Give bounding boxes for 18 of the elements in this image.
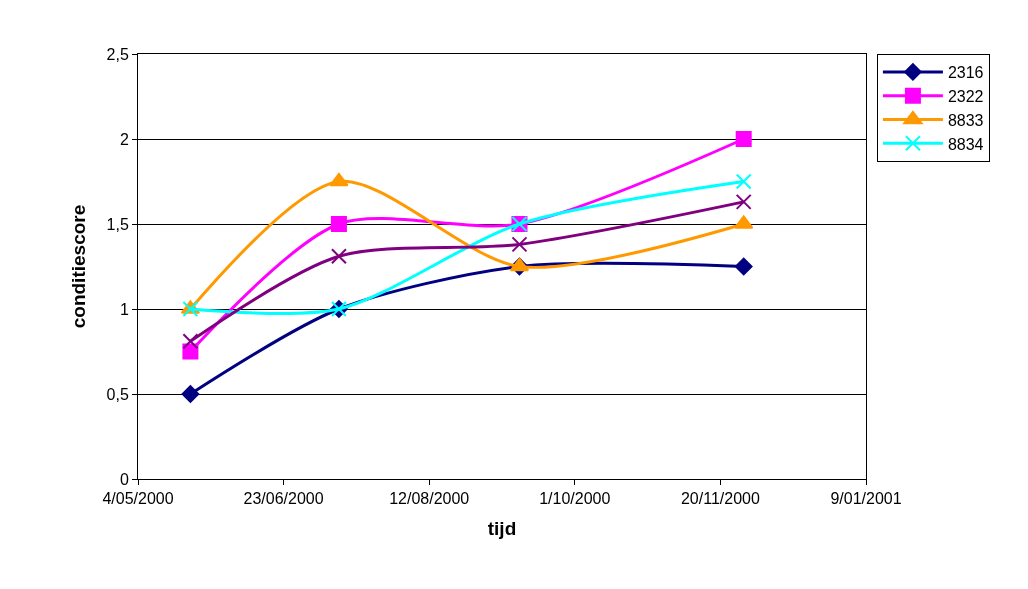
x-tick-label: 4/05/2000 (102, 490, 174, 508)
legend-label: 8834 (947, 135, 984, 153)
legend-label: 8833 (947, 111, 984, 129)
y-axis-title: conditiescore (68, 204, 90, 329)
y-tick-label: 1 (119, 300, 129, 318)
x-tick-label: 1/10/2000 (539, 490, 611, 508)
x-axis-title: tijd (487, 518, 517, 539)
y-tick-label: 1,5 (106, 215, 129, 233)
x-tick-label: 12/08/2000 (389, 490, 470, 508)
legend-label: 2316 (947, 64, 984, 82)
x-tick-label: 9/01/2001 (830, 490, 902, 508)
y-tick-label: 2,5 (106, 45, 129, 63)
y-tick-label: 2 (119, 130, 129, 148)
y-tick-label: 0,5 (106, 385, 129, 403)
x-tick-label: 23/06/2000 (243, 490, 324, 508)
legend-label: 2322 (947, 87, 984, 105)
x-tick-label: 20/11/2000 (680, 490, 760, 508)
y-tick-label: 0 (119, 470, 129, 488)
